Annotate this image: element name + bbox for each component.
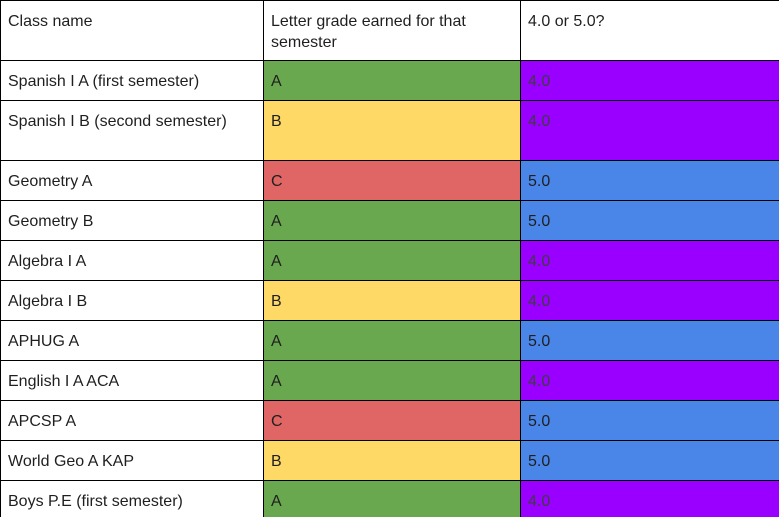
table-row: APHUG A A 5.0 [0,320,779,361]
class-name-cell[interactable]: Spanish I A (first semester) [0,60,264,101]
grade-cell[interactable]: A [263,60,521,101]
grade-cell[interactable]: B [263,100,521,161]
scale-cell[interactable]: 4.0 [520,60,779,101]
scale-cell[interactable]: 5.0 [520,200,779,241]
class-name-cell[interactable]: APHUG A [0,320,264,361]
grade-cell[interactable]: C [263,160,521,201]
scale-cell[interactable]: 5.0 [520,160,779,201]
scale-cell[interactable]: 4.0 [520,360,779,401]
table-row: Spanish I B (second semester) B 4.0 [0,100,779,161]
header-class-name[interactable]: Class name [0,0,264,61]
scale-cell[interactable]: 5.0 [520,320,779,361]
class-name-cell[interactable]: Algebra I B [0,280,264,321]
class-name-cell[interactable]: APCSP A [0,400,264,441]
class-name-cell[interactable]: Geometry B [0,200,264,241]
grade-cell[interactable]: A [263,240,521,281]
class-name-cell[interactable]: Boys P.E (first semester) [0,480,264,517]
table-row: Algebra I A A 4.0 [0,240,779,281]
scale-cell[interactable]: 4.0 [520,100,779,161]
grade-cell[interactable]: B [263,280,521,321]
table-row: Algebra I B B 4.0 [0,280,779,321]
header-letter-grade[interactable]: Letter grade earned for that semester [263,0,521,61]
scale-cell[interactable]: 4.0 [520,280,779,321]
class-name-cell[interactable]: Spanish I B (second semester) [0,100,264,161]
table-row: Geometry A C 5.0 [0,160,779,201]
table-row: World Geo A KAP B 5.0 [0,440,779,481]
header-scale[interactable]: 4.0 or 5.0? [520,0,779,61]
class-name-cell[interactable]: Geometry A [0,160,264,201]
table-row: Geometry B A 5.0 [0,200,779,241]
table-row: Boys P.E (first semester) A 4.0 [0,480,779,517]
scale-cell[interactable]: 4.0 [520,480,779,517]
grade-cell[interactable]: B [263,440,521,481]
table-row: APCSP A C 5.0 [0,400,779,441]
table-row: Spanish I A (first semester) A 4.0 [0,60,779,101]
header-row: Class name Letter grade earned for that … [0,0,779,61]
scale-cell[interactable]: 5.0 [520,400,779,441]
class-name-cell[interactable]: English I A ACA [0,360,264,401]
scale-cell[interactable]: 5.0 [520,440,779,481]
grade-cell[interactable]: A [263,480,521,517]
class-name-cell[interactable]: World Geo A KAP [0,440,264,481]
table-row: English I A ACA A 4.0 [0,360,779,401]
class-name-cell[interactable]: Algebra I A [0,240,264,281]
grade-cell[interactable]: A [263,320,521,361]
scale-cell[interactable]: 4.0 [520,240,779,281]
grade-cell[interactable]: A [263,200,521,241]
grade-cell[interactable]: A [263,360,521,401]
grade-cell[interactable]: C [263,400,521,441]
